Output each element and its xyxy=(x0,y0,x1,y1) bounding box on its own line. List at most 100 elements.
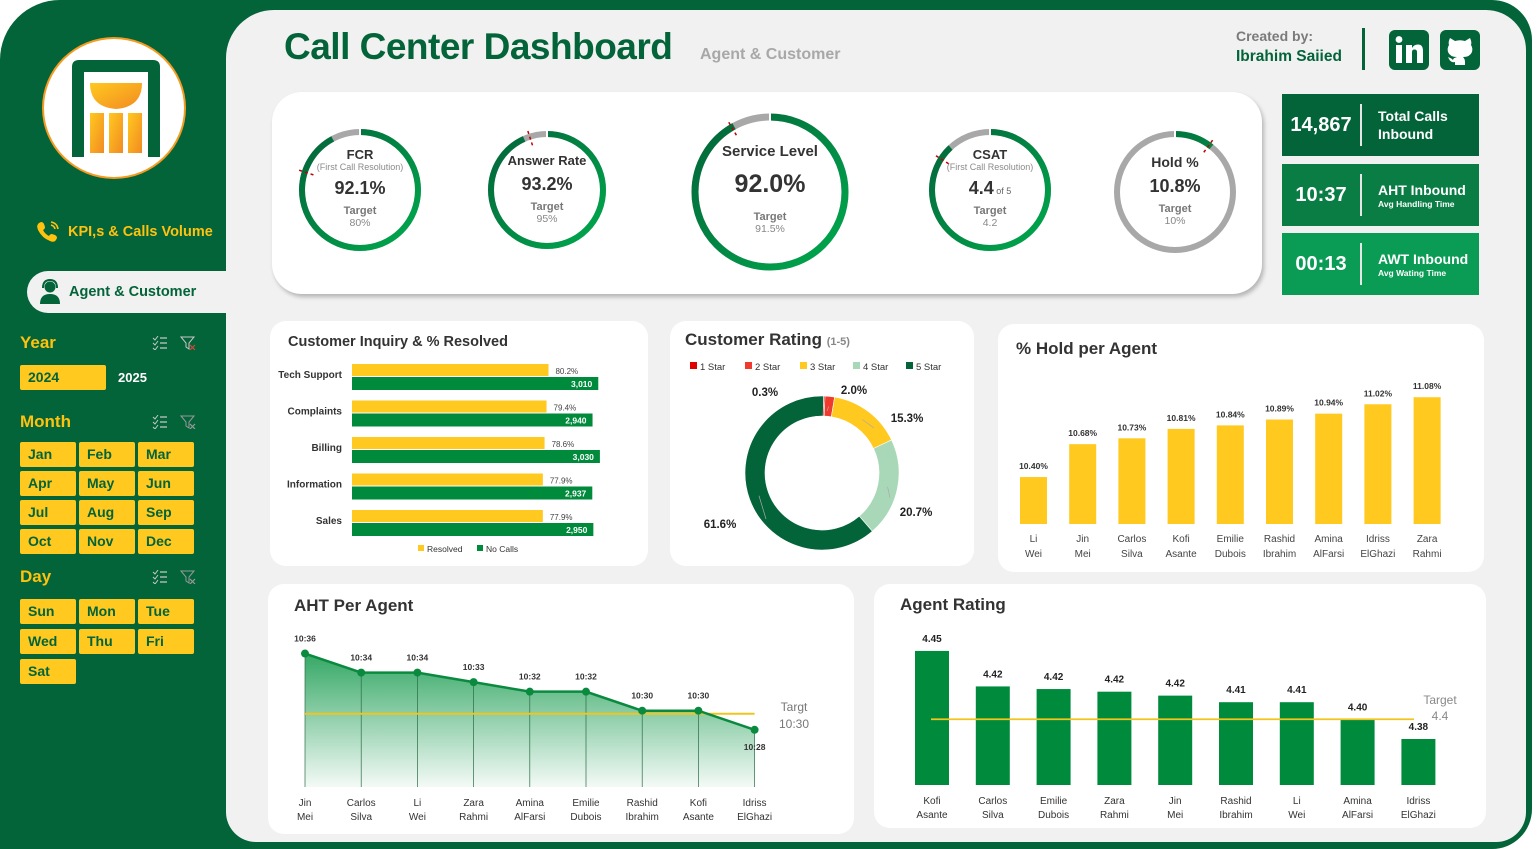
legend-label: Resolved xyxy=(427,544,463,554)
data-label: 11.08% xyxy=(1413,381,1442,391)
nav-agent-label: Agent & Customer xyxy=(69,284,197,300)
bar-label-calls: 2,940 xyxy=(565,416,587,426)
day-option[interactable]: Sat xyxy=(20,659,76,684)
target-label: Target xyxy=(1423,693,1457,707)
category-label: Billing xyxy=(311,443,342,454)
gauge-value-text: 92.1% xyxy=(334,178,386,199)
day-option[interactable]: Sun xyxy=(20,599,76,624)
phone-icon xyxy=(37,221,59,242)
axis-label: Amina AlFarsi xyxy=(1342,796,1373,821)
axis-label: Idriss ElGhazi xyxy=(1401,796,1436,821)
bar-label-resolved: 80.2% xyxy=(555,367,578,376)
axis-label: Zara Rahmi xyxy=(1413,534,1442,560)
gauge-value-text: 92.0% xyxy=(734,169,806,198)
linkedin-button[interactable] xyxy=(1389,30,1429,70)
linkedin-icon xyxy=(1395,36,1423,63)
multi-select-icon[interactable] xyxy=(152,570,168,584)
data-label: 4.42 xyxy=(1105,675,1125,686)
gauge-labels: Service Level 92.0% Target 91.5% xyxy=(685,143,855,235)
page-title: Call Center Dashboard xyxy=(284,26,673,67)
month-option[interactable]: Aug xyxy=(79,500,135,525)
month-option[interactable]: Jun xyxy=(138,471,194,496)
day-option[interactable]: Fri xyxy=(138,629,194,654)
axis-label: Emilie Dubois xyxy=(1215,534,1246,560)
clear-filter-icon[interactable] xyxy=(180,336,196,350)
data-label: 10.94% xyxy=(1314,398,1343,408)
year-option-2024[interactable]: 2024 xyxy=(20,365,106,390)
gauge-target-label: Target xyxy=(343,205,377,218)
bar-calls xyxy=(352,413,593,427)
gauge-value: 93.2% xyxy=(481,174,613,195)
day-slicer-title: Day xyxy=(20,567,52,586)
bar xyxy=(1118,438,1146,524)
multi-select-icon[interactable] xyxy=(152,336,168,350)
bar-label-calls: 2,937 xyxy=(565,489,587,499)
month-option[interactable]: Sep xyxy=(138,500,194,525)
gauge-subtitle: (First Call Resolution) xyxy=(316,162,404,173)
axis-label: Emilie Dubois xyxy=(570,798,601,823)
gauge-labels: FCR (First Call Resolution) 92.1% Target 80% xyxy=(292,147,428,229)
stat-divider xyxy=(1360,243,1362,285)
nav-kpis-calls-volume[interactable]: KPI,s & Calls Volume xyxy=(36,220,213,244)
gauge-target-value: 80% xyxy=(349,217,371,230)
stat-total-calls: 14,867 Total Calls Inbound xyxy=(1282,94,1479,156)
gauge-target-marker xyxy=(933,153,950,165)
month-option[interactable]: Jan xyxy=(20,442,76,467)
month-option[interactable]: Mar xyxy=(138,442,194,467)
github-button[interactable] xyxy=(1440,30,1480,70)
day-option[interactable]: Tue xyxy=(138,599,194,624)
data-label: 10:30 xyxy=(631,691,653,701)
nav-agent-customer[interactable]: Agent & Customer xyxy=(27,271,227,313)
axis-label: Kofi Asante xyxy=(683,798,715,823)
month-option[interactable]: Apr xyxy=(20,471,76,496)
agent-rating-card: Agent Rating 4.45 Kofi Asante 4.42 Carlos Sil… xyxy=(874,584,1486,828)
stat-divider xyxy=(1360,104,1362,146)
kpi-gauge-answer-rate: Answer Rate 93.2% Target 95% xyxy=(481,124,613,256)
gauge-target-label: Target xyxy=(1158,202,1192,215)
created-by-label: Created by: xyxy=(1236,28,1314,44)
target-label: Targt xyxy=(781,700,808,714)
month-option[interactable]: Jul xyxy=(20,500,76,525)
multi-select-icon[interactable] xyxy=(152,415,168,429)
hold-title: % Hold per Agent xyxy=(1016,339,1158,358)
month-option[interactable]: Nov xyxy=(79,529,135,554)
gauge-value: 92.0% xyxy=(685,170,855,199)
day-option[interactable]: Wed xyxy=(20,629,76,654)
bar xyxy=(1167,428,1195,524)
axis-label: Li Wei xyxy=(409,798,426,823)
month-option[interactable]: Dec xyxy=(138,529,194,554)
gauge-value-text: 4.4 xyxy=(968,178,994,199)
clear-filter-icon[interactable] xyxy=(180,415,196,429)
agent-headset-icon xyxy=(40,279,60,304)
clear-filter-icon[interactable] xyxy=(180,570,196,584)
bar xyxy=(1279,702,1314,785)
gauge-name: Hold % xyxy=(1151,153,1199,170)
category-label: Complaints xyxy=(288,407,343,418)
legend-label: 2 Star xyxy=(755,362,780,373)
kpi-gauge-hold: Hold % 10.8% Target 10% xyxy=(1107,124,1243,260)
data-point xyxy=(301,649,309,658)
bar-calls xyxy=(352,377,599,390)
gauge-value-text: 10.8% xyxy=(1149,175,1201,196)
logo-icon xyxy=(72,60,160,157)
axis-label: Rashid Ibrahim xyxy=(1263,534,1296,560)
month-option[interactable]: Oct xyxy=(20,529,76,554)
year-option-2025[interactable]: 2025 xyxy=(118,370,147,385)
axis-label: Carlos Silva xyxy=(347,798,376,823)
gauge-value: 4.4 of 5 xyxy=(922,178,1058,199)
data-label: 10.81% xyxy=(1167,413,1196,423)
donut-slice xyxy=(858,439,900,532)
stat-label-2: Inbound xyxy=(1378,126,1434,142)
month-option[interactable]: May xyxy=(79,471,135,496)
data-point xyxy=(694,706,703,715)
axis-label: Jin Mei xyxy=(297,798,313,823)
day-option[interactable]: Mon xyxy=(79,599,135,624)
logo xyxy=(42,37,186,179)
bar-resolved xyxy=(352,473,543,486)
axis-label: Zara Rahmi xyxy=(459,798,488,823)
leader-line xyxy=(862,419,875,429)
month-option[interactable]: Feb xyxy=(79,442,135,467)
gauge-target-label: Target xyxy=(973,205,1007,218)
category-label: Tech Support xyxy=(278,370,342,381)
day-option[interactable]: Thu xyxy=(79,629,135,654)
